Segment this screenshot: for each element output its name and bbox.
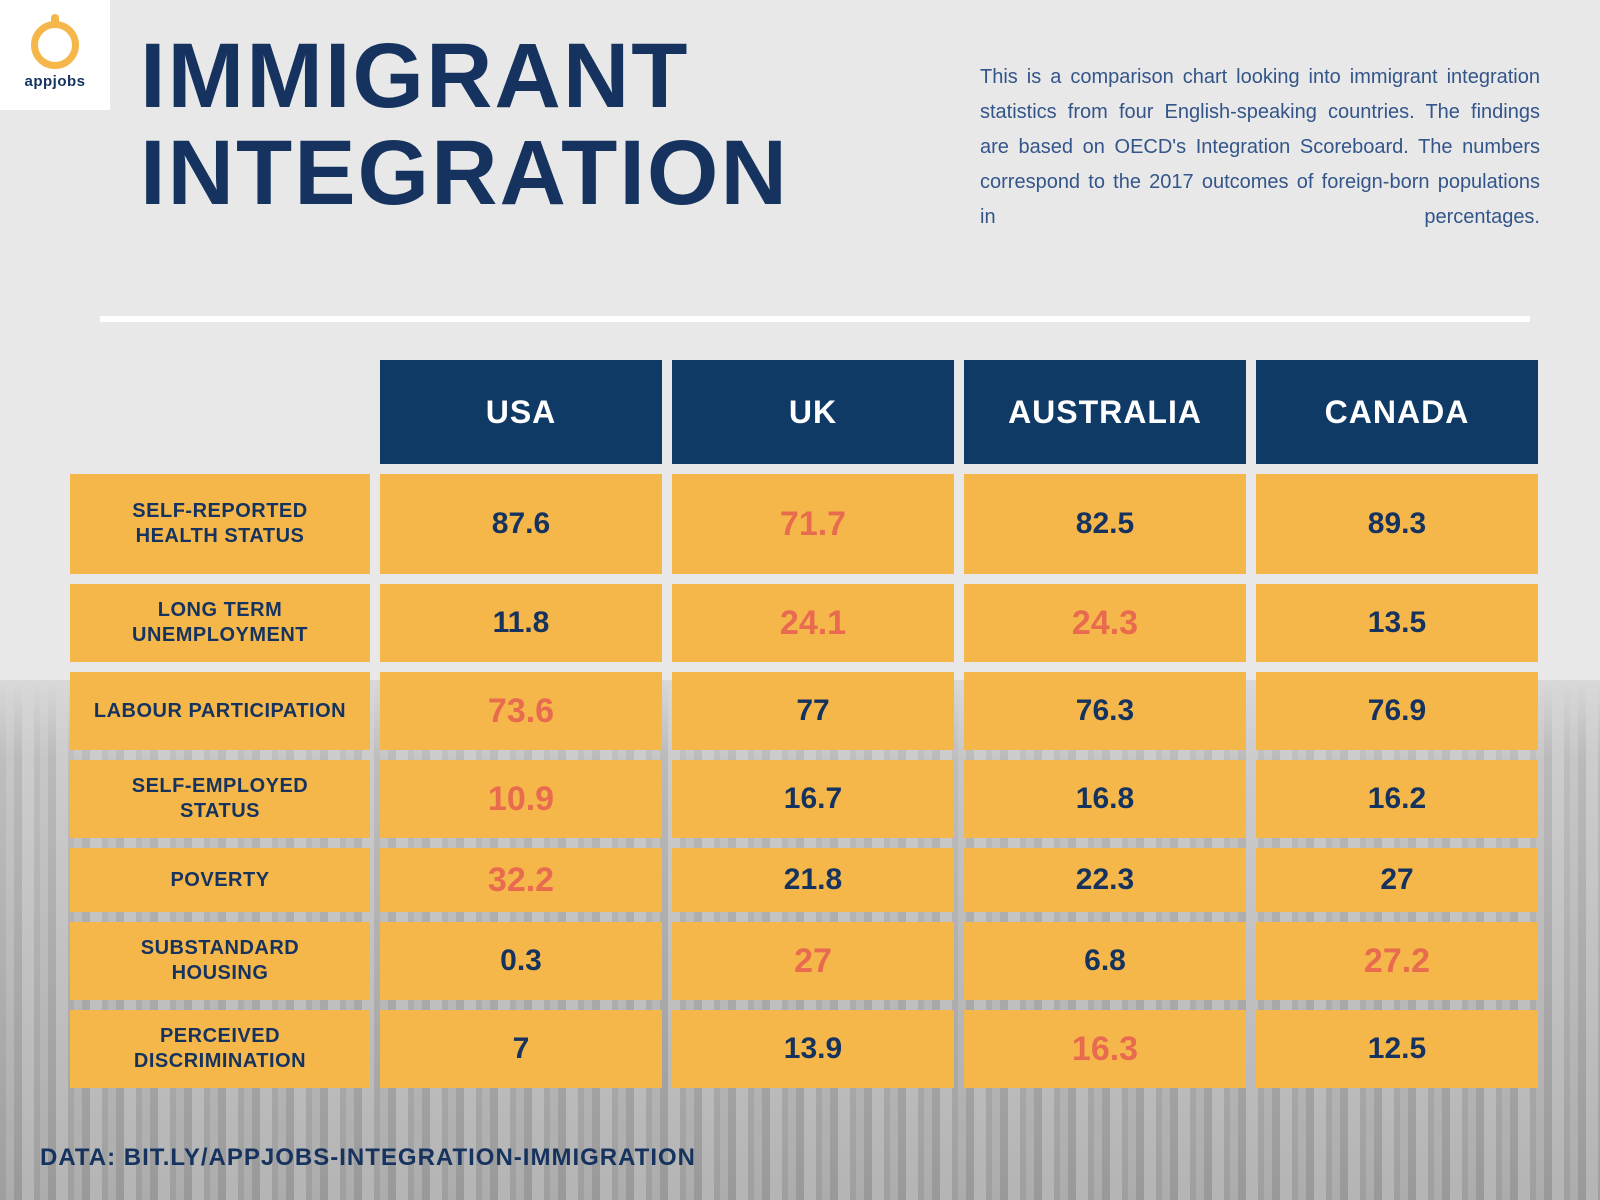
table-row: LONG TERM UNEMPLOYMENT11.824.124.313.5 xyxy=(70,584,1550,662)
table-header-row: USA UK AUSTRALIA CANADA xyxy=(70,360,1550,464)
data-cell: 89.3 xyxy=(1256,474,1538,574)
data-cell: 27.2 xyxy=(1256,922,1538,1000)
data-cell: 11.8 xyxy=(380,584,662,662)
data-cell: 6.8 xyxy=(964,922,1246,1000)
comparison-table: USA UK AUSTRALIA CANADA SELF-REPORTED HE… xyxy=(70,360,1550,1098)
data-cell: 16.2 xyxy=(1256,760,1538,838)
row-label: LABOUR PARTICIPATION xyxy=(70,672,370,750)
table-header-usa: USA xyxy=(380,360,662,464)
page-title-line1: IMMIGRANT xyxy=(140,28,789,125)
data-cell: 16.8 xyxy=(964,760,1246,838)
divider xyxy=(100,316,1530,322)
page-title: IMMIGRANT INTEGRATION xyxy=(140,28,789,221)
data-cell: 27 xyxy=(672,922,954,1000)
data-cell: 24.3 xyxy=(964,584,1246,662)
data-source-footer: DATA: BIT.LY/APPJOBS-INTEGRATION-IMMIGRA… xyxy=(40,1144,696,1172)
row-label: SUBSTANDARD HOUSING xyxy=(70,922,370,1000)
data-cell: 77 xyxy=(672,672,954,750)
data-cell: 82.5 xyxy=(964,474,1246,574)
table-row: SELF-EMPLOYED STATUS10.916.716.816.2 xyxy=(70,760,1550,838)
row-label: PERCEIVED DISCRIMINATION xyxy=(70,1010,370,1088)
data-cell: 71.7 xyxy=(672,474,954,574)
data-cell: 32.2 xyxy=(380,848,662,912)
data-cell: 27 xyxy=(1256,848,1538,912)
brand-logo-icon xyxy=(31,21,79,69)
table-header-australia: AUSTRALIA xyxy=(964,360,1246,464)
intro-paragraph: This is a comparison chart looking into … xyxy=(980,60,1540,235)
brand-logo: appjobs xyxy=(0,0,110,110)
data-cell: 76.3 xyxy=(964,672,1246,750)
brand-logo-text: appjobs xyxy=(24,73,85,90)
data-cell: 13.9 xyxy=(672,1010,954,1088)
table-row: SUBSTANDARD HOUSING0.3276.827.2 xyxy=(70,922,1550,1000)
row-label: LONG TERM UNEMPLOYMENT xyxy=(70,584,370,662)
data-cell: 0.3 xyxy=(380,922,662,1000)
data-cell: 16.7 xyxy=(672,760,954,838)
data-cell: 7 xyxy=(380,1010,662,1088)
data-cell: 73.6 xyxy=(380,672,662,750)
row-label: SELF-REPORTED HEALTH STATUS xyxy=(70,474,370,574)
data-cell: 24.1 xyxy=(672,584,954,662)
table-row: LABOUR PARTICIPATION73.67776.376.9 xyxy=(70,672,1550,750)
page: appjobs IMMIGRANT INTEGRATION This is a … xyxy=(0,0,1600,1200)
data-cell: 22.3 xyxy=(964,848,1246,912)
table-row: PERCEIVED DISCRIMINATION713.916.312.5 xyxy=(70,1010,1550,1088)
data-cell: 10.9 xyxy=(380,760,662,838)
table-header-blank xyxy=(70,360,370,464)
row-label: POVERTY xyxy=(70,848,370,912)
table-row: POVERTY32.221.822.327 xyxy=(70,848,1550,912)
data-cell: 76.9 xyxy=(1256,672,1538,750)
data-cell: 21.8 xyxy=(672,848,954,912)
row-label: SELF-EMPLOYED STATUS xyxy=(70,760,370,838)
data-cell: 13.5 xyxy=(1256,584,1538,662)
data-cell: 12.5 xyxy=(1256,1010,1538,1088)
table-row: SELF-REPORTED HEALTH STATUS87.671.782.58… xyxy=(70,474,1550,574)
table-header-uk: UK xyxy=(672,360,954,464)
data-cell: 87.6 xyxy=(380,474,662,574)
table-header-canada: CANADA xyxy=(1256,360,1538,464)
page-title-line2: INTEGRATION xyxy=(140,125,789,222)
data-cell: 16.3 xyxy=(964,1010,1246,1088)
